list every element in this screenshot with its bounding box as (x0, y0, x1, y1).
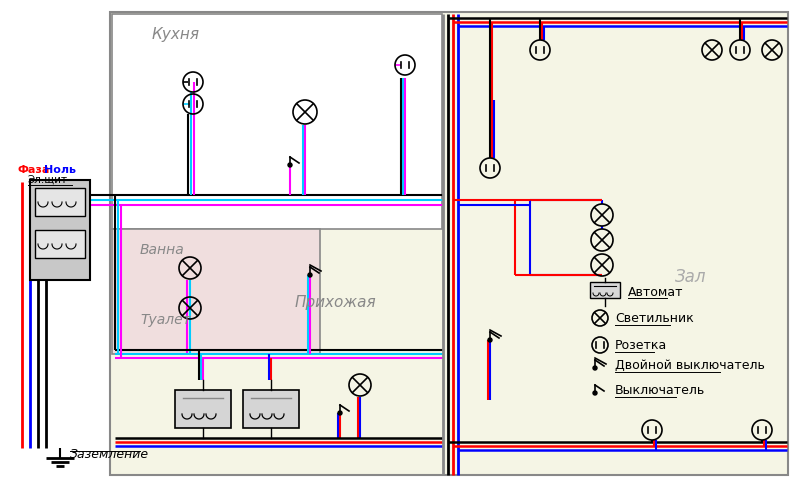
Bar (590, 282, 620, 298)
Bar (110, 12, 788, 475)
Bar (30, 180, 90, 280)
Text: Эл.щит: Эл.щит (28, 175, 68, 185)
Bar (112, 229, 320, 354)
Bar (112, 14, 442, 229)
Text: Фаза: Фаза (18, 165, 50, 175)
Text: Ванна: Ванна (140, 243, 185, 257)
Text: Заземление: Заземление (70, 448, 149, 461)
Text: Туалет: Туалет (140, 313, 190, 327)
Circle shape (308, 273, 312, 277)
Circle shape (338, 411, 342, 415)
Circle shape (288, 163, 292, 167)
Text: Зал: Зал (675, 268, 706, 286)
Circle shape (488, 338, 492, 342)
Text: Выключатель: Выключатель (615, 384, 706, 396)
Text: Двойной выключатель: Двойной выключатель (615, 359, 765, 371)
Bar (175, 390, 231, 428)
Text: Прихожая: Прихожая (295, 295, 377, 310)
Text: Светильник: Светильник (615, 312, 694, 324)
Text: Розетка: Розетка (615, 339, 667, 351)
Circle shape (593, 391, 597, 395)
Bar (243, 390, 299, 428)
Text: Автомат: Автомат (628, 286, 683, 298)
Text: Кухня: Кухня (152, 27, 200, 42)
Text: Ноль: Ноль (44, 165, 76, 175)
Circle shape (593, 366, 597, 370)
Bar (35, 188, 85, 216)
Bar (35, 230, 85, 258)
